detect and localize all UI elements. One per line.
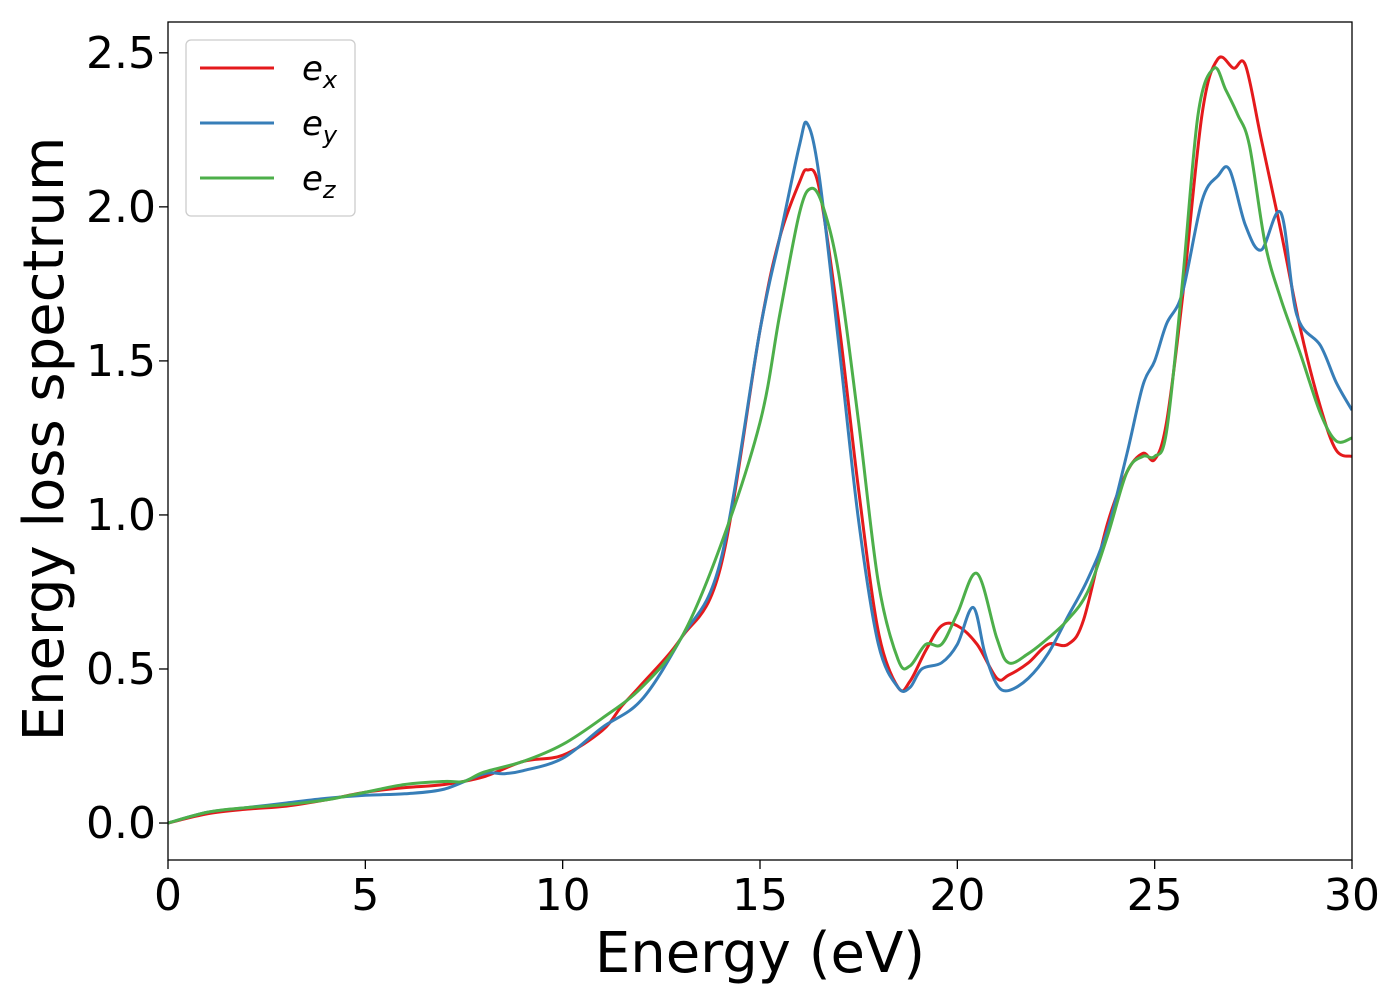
series-line-e-z	[168, 66, 1352, 825]
series-lines	[168, 55, 1352, 825]
x-tick-label: 25	[1127, 870, 1183, 921]
x-tick-label: 30	[1324, 870, 1380, 921]
legend-box	[185, 39, 356, 217]
y-tick-label: 0.5	[86, 644, 156, 695]
series-line-e-y	[168, 120, 1352, 825]
y-tick-label: 1.0	[86, 490, 156, 541]
x-tick-label: 20	[929, 870, 985, 921]
y-tick-label: 2.5	[86, 28, 156, 79]
x-tick-label: 0	[154, 870, 182, 921]
x-tick-label: 15	[732, 870, 788, 921]
y-tick-label: 1.5	[86, 336, 156, 387]
y-axis-label: Energy loss spectrum	[12, 137, 77, 742]
x-tick-label: 5	[351, 870, 379, 921]
y-tick-label: 2.0	[86, 182, 156, 233]
legend-entry-e-x: ex	[302, 49, 338, 94]
y-tick-label: 0.0	[86, 798, 156, 849]
axis-ticks: 0 5 10 15 20 25 30 0.0 0.5 1.0 1.5 2.0 2.5	[86, 28, 1380, 921]
x-tick-label: 10	[535, 870, 591, 921]
x-axis-label: Energy (eV)	[595, 921, 925, 986]
